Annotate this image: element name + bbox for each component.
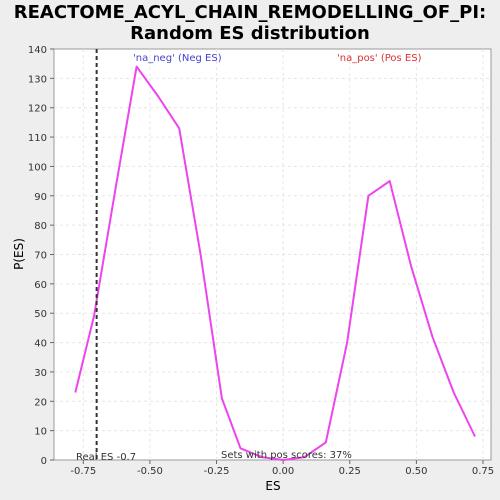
y-tick-label: 120 (28, 104, 47, 115)
x-tick-label: -0.75 (70, 466, 96, 477)
y-tick-label: 100 (28, 162, 47, 173)
x-tick-label: -0.25 (204, 466, 230, 477)
neg-es-annotation: 'na_neg' (Neg ES) (133, 53, 222, 64)
x-axis: -0.75 -0.50 -0.25 0.00 0.25 0.50 0.75 (70, 460, 494, 477)
y-tick-label: 30 (34, 368, 47, 379)
y-tick-label: 70 (34, 251, 47, 262)
y-tick-label: 40 (34, 339, 47, 350)
sets-with-pos-scores-label: Sets with pos scores: 37% (221, 450, 352, 461)
x-axis-label: ES (265, 479, 280, 493)
y-tick-label: 110 (28, 133, 47, 144)
y-tick-label: 10 (34, 427, 47, 438)
y-axis-label: P(ES) (12, 238, 26, 270)
real-es-label: Real ES -0.7 (76, 452, 136, 463)
y-tick-label: 140 (28, 45, 47, 56)
grid-lines (54, 49, 491, 460)
y-tick-label: 80 (34, 221, 47, 232)
y-tick-label: 20 (34, 397, 47, 408)
pos-es-annotation: 'na_pos' (Pos ES) (337, 53, 422, 64)
y-axis: 0 10 20 30 40 50 60 70 80 90 100 110 120 130 140 (28, 45, 54, 467)
x-tick-label: 0.50 (405, 466, 427, 477)
x-tick-label: 0.25 (339, 466, 361, 477)
chart-title-line-1: REACTOME_ACYL_CHAIN_REMODELLING_OF_PI: (13, 2, 487, 23)
es-distribution-line (74, 65, 476, 461)
x-tick-label: 0.00 (272, 466, 294, 477)
y-tick-label: 0 (41, 456, 47, 467)
y-tick-label: 50 (34, 309, 47, 320)
y-tick-label: 90 (34, 192, 47, 203)
x-tick-label: 0.75 (472, 466, 494, 477)
y-tick-label: 60 (34, 280, 47, 291)
x-tick-label: -0.50 (137, 466, 163, 477)
y-tick-label: 130 (28, 74, 47, 85)
chart-title-line-2: Random ES distribution (130, 23, 370, 44)
